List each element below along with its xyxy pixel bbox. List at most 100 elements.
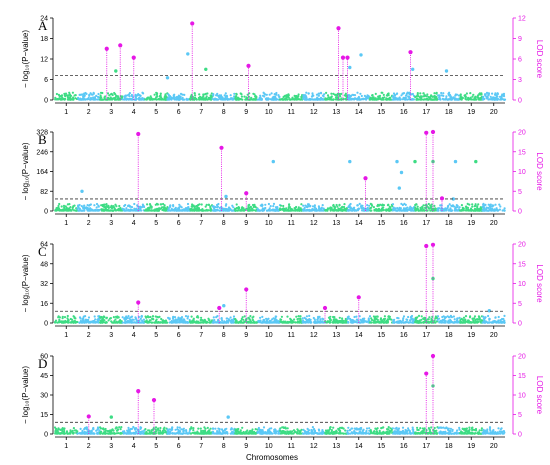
snp-point [252,320,255,323]
snp-point [269,98,272,101]
snp-point [352,321,356,324]
snp-point [495,207,498,210]
snp-point [355,318,358,321]
snp-highlight-point [348,65,352,70]
snp-point [108,209,111,212]
snp-point [456,317,459,320]
snp-point [162,206,165,209]
snp-point [503,319,506,322]
snp-point [422,204,425,207]
snp-point [318,92,321,95]
snp-point [138,96,141,99]
snp-point [180,317,183,320]
snp-point [306,205,309,209]
snp-point [466,209,469,212]
snp-highlight-point [80,189,84,193]
snp-point [113,321,116,324]
snp-point [139,432,142,435]
y-tick-label-left: 0 [44,98,48,105]
y-tick-label-left: 0 [44,321,48,328]
snp-point [395,209,398,212]
snp-point [332,315,335,319]
snp-point [425,95,428,98]
snp-point [168,432,171,435]
panel-label: A [38,18,48,33]
snp-point [103,203,106,206]
snp-point [186,317,189,320]
snp-point [203,98,207,101]
snp-point [434,321,437,324]
snp-point [335,209,338,212]
snp-point [196,207,200,210]
snp-point [193,206,196,209]
snp-point [282,95,285,99]
snp-point [293,98,296,101]
snp-point [177,94,180,97]
snp-point [225,209,228,212]
snp-point [370,209,373,212]
snp-point [95,206,98,209]
snp-point [202,93,205,96]
snp-point [107,96,110,99]
snp-point [307,209,310,212]
snp-point [502,317,505,321]
y-tick-label-left: 328 [36,130,48,137]
snp-point [469,320,472,324]
snp-point [414,95,417,99]
snp-point [136,209,139,212]
snp-point [311,209,314,212]
snp-point [131,98,134,101]
snp-point [503,207,506,210]
snp-point [115,205,118,208]
snp-point [154,426,158,429]
snp-point [392,207,395,210]
snp-point [95,202,99,206]
snp-point [87,318,90,322]
snp-point [403,207,406,210]
snp-point [242,321,245,324]
snp-point [308,205,312,208]
snp-point [339,207,342,210]
snp-point [494,92,497,95]
snp-point [437,317,441,320]
snp-point [414,206,417,209]
snp-point [111,93,114,97]
snp-point [344,209,347,212]
chromosome-tick-label: 9 [244,332,248,339]
chromosome-tick-label: 10 [265,220,273,227]
snp-point [461,96,464,100]
snp-point [406,318,409,321]
snp-point [499,98,502,101]
snp-point [458,206,461,209]
snp-point [239,98,243,101]
snp-point [498,208,501,211]
snp-point [164,98,167,101]
snp-point [439,319,442,322]
snp-point [286,321,289,324]
y-axis-title-left: − log₁₀(P−value) [21,30,30,88]
snp-point [500,94,503,97]
snp-point [407,95,410,98]
snp-point [406,91,409,94]
snp-point [407,315,410,319]
snp-point [96,318,99,321]
snp-point [111,428,114,431]
snp-point [385,319,388,322]
snp-point [229,98,232,101]
snp-point [418,209,421,212]
y-tick-label-right: 20 [518,242,526,249]
snp-point [390,318,393,321]
snp-point [341,317,344,320]
snp-point [209,427,212,430]
snp-point [149,319,152,322]
snp-point [450,209,453,212]
snp-point [187,315,190,318]
snp-point [482,206,485,209]
snp-point [65,209,68,212]
snp-point [483,317,486,320]
snp-point [368,204,371,207]
snp-point [259,96,262,99]
y-tick-label-right: 10 [518,169,526,176]
snp-point [181,432,184,435]
